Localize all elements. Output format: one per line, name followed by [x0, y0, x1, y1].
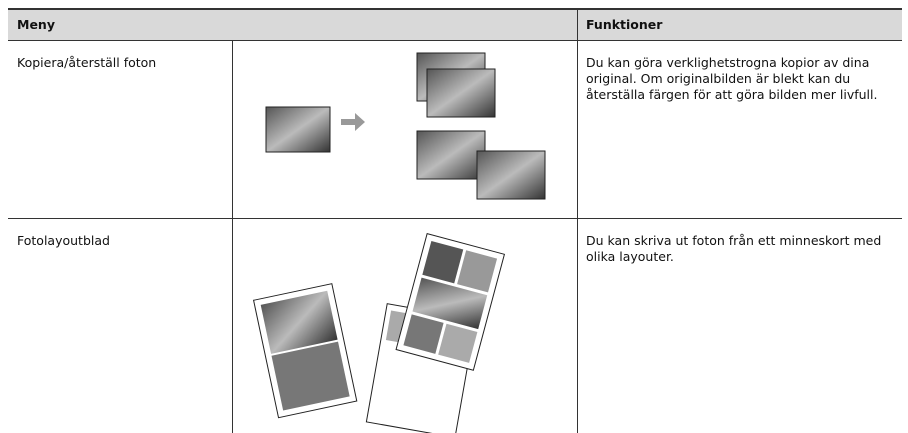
menu-cell: Kopiera/återställ foton	[17, 55, 157, 70]
table-row: Fotolayoutblad Du kan skriva ut foton fr…	[8, 218, 902, 433]
column-divider	[577, 41, 578, 218]
layout-illustration	[252, 233, 506, 433]
description-cell: Du kan skriva ut foton från ett minnesko…	[586, 233, 882, 264]
table-header: Meny Funktioner	[8, 8, 902, 40]
column-divider	[232, 41, 233, 218]
menu-cell: Fotolayoutblad	[17, 233, 110, 248]
copy-illustration	[265, 52, 546, 200]
header-cell: Funktioner	[586, 17, 663, 32]
description-cell: Du kan göra verklighetstrogna kopior av …	[586, 55, 878, 102]
table-row: Kopiera/återställ foton Du kan göra verk…	[8, 40, 902, 218]
column-divider	[232, 219, 233, 433]
header-cell: Meny	[17, 17, 55, 32]
column-divider	[577, 219, 578, 433]
column-divider	[577, 10, 578, 40]
